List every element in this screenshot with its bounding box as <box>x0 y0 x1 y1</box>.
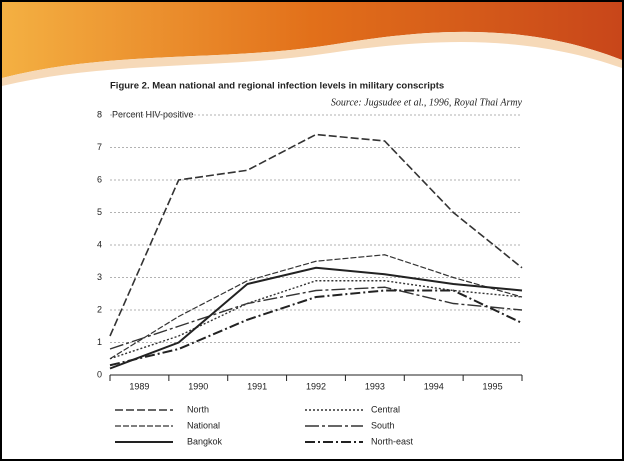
x-tick-label: 1994 <box>424 381 444 391</box>
slide: Figure 2. Mean national and regional inf… <box>0 0 624 461</box>
y-axis-label: Percent HIV-positive <box>112 109 194 119</box>
y-tick-label: 4 <box>97 239 102 249</box>
x-tick-label: 1992 <box>306 381 326 391</box>
legend-label: North-east <box>371 436 414 446</box>
y-tick-label: 5 <box>97 207 102 217</box>
y-tick-label: 8 <box>97 109 102 119</box>
legend-label: Bangkok <box>187 436 223 446</box>
y-tick-label: 1 <box>97 337 102 347</box>
x-tick-label: 1995 <box>483 381 503 391</box>
chart-subtitle: Source: Jugsudee et al., 1996, Royal Tha… <box>331 97 523 108</box>
x-tick-label: 1991 <box>247 381 267 391</box>
y-tick-label: 0 <box>97 369 102 379</box>
chart-title: Figure 2. Mean national and regional inf… <box>110 81 444 92</box>
legend-label: Central <box>371 404 400 414</box>
y-tick-label: 7 <box>97 142 102 152</box>
x-tick-label: 1993 <box>365 381 385 391</box>
y-tick-label: 3 <box>97 272 102 282</box>
y-tick-label: 2 <box>97 304 102 314</box>
legend-label: National <box>187 420 220 430</box>
x-tick-label: 1989 <box>129 381 149 391</box>
y-tick-label: 6 <box>97 174 102 184</box>
legend-label: South <box>371 420 395 430</box>
x-tick-label: 1990 <box>188 381 208 391</box>
legend-label: North <box>187 404 209 414</box>
